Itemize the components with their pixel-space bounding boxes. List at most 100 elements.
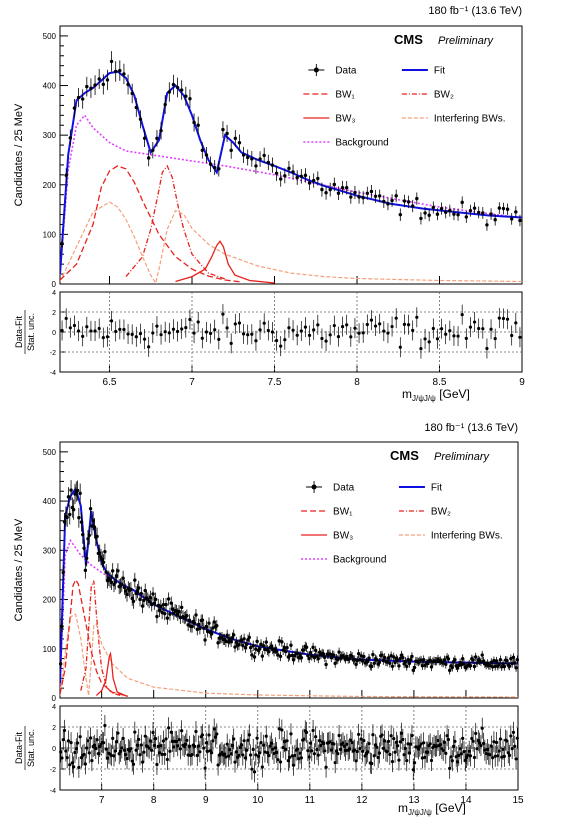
y-tick-label: 0	[52, 280, 57, 289]
data-point	[62, 520, 67, 524]
ratio-point	[183, 742, 188, 746]
ratio-point	[412, 761, 417, 765]
ratio-point	[349, 738, 353, 742]
data-point	[237, 642, 241, 647]
ratio-point	[68, 326, 72, 330]
data-point	[211, 626, 215, 630]
ratio-point	[264, 734, 268, 738]
ratio-point	[262, 743, 266, 747]
data-point	[151, 148, 155, 152]
ratio-point	[72, 765, 76, 769]
data-point	[228, 637, 232, 641]
data-point	[153, 597, 158, 602]
ratio-point	[204, 330, 209, 334]
ratio-point	[256, 754, 261, 759]
data-point	[159, 128, 163, 133]
data-point	[163, 611, 167, 616]
data-point	[221, 127, 225, 132]
data-point	[245, 155, 250, 160]
data-point	[177, 609, 181, 614]
ratio-point	[485, 346, 489, 351]
data-point	[71, 507, 76, 512]
data-point	[411, 668, 415, 672]
data-point	[104, 570, 108, 574]
ratio-point	[188, 317, 192, 322]
ratio-point	[167, 331, 171, 335]
data-point	[282, 645, 287, 650]
lumi-label: 180 fb⁻¹ (13.6 TeV)	[428, 5, 522, 17]
ratio-point	[237, 753, 241, 757]
data-point	[159, 604, 163, 609]
series-bw-	[95, 651, 128, 698]
data-point	[160, 610, 164, 615]
data-point	[78, 491, 82, 496]
ratio-point	[274, 339, 279, 343]
ratio-label-bottom: Stat. unc.	[26, 313, 36, 351]
data-point	[109, 580, 114, 584]
data-point	[92, 525, 97, 529]
ratio-point	[217, 337, 221, 341]
data-point	[170, 607, 175, 611]
ratio-point	[475, 747, 479, 751]
data-point	[171, 82, 176, 87]
ratio-point	[472, 755, 477, 760]
ratio-point	[462, 750, 466, 754]
ratio-point	[142, 337, 147, 341]
ratio-point	[229, 752, 233, 756]
ratio-point	[460, 313, 464, 317]
data-point	[316, 176, 320, 181]
ratio-point	[94, 746, 98, 751]
ratio-point	[299, 756, 303, 760]
ratio-point	[515, 736, 519, 740]
legend-bw3-label: BW₃	[333, 531, 353, 542]
data-point	[284, 649, 288, 654]
ratio-point	[62, 728, 67, 733]
data-point	[248, 645, 253, 650]
data-point	[321, 652, 326, 656]
ratio-point	[439, 327, 444, 331]
data-point	[125, 592, 129, 597]
data-point	[514, 666, 518, 670]
data-point	[243, 646, 248, 650]
data-point	[95, 534, 99, 539]
ratio-point	[138, 753, 142, 757]
ratio-point	[493, 754, 497, 758]
ratio-point	[138, 332, 143, 336]
data-point	[291, 658, 296, 662]
ratio-point	[196, 744, 201, 748]
data-point	[388, 661, 392, 666]
ratio-point	[317, 739, 322, 743]
data-point	[291, 170, 295, 174]
data-point	[360, 659, 365, 663]
ratio-y-tick-label: 2	[52, 725, 56, 732]
data-point	[130, 596, 134, 601]
data-point	[428, 658, 432, 662]
ratio-points	[60, 304, 522, 359]
data-point	[507, 664, 512, 668]
ratio-point	[349, 335, 353, 339]
ratio-point	[195, 753, 199, 758]
data-point	[224, 639, 228, 644]
ratio-point	[491, 756, 495, 760]
data-point	[419, 658, 423, 662]
ratio-point	[371, 733, 375, 737]
ratio-point	[120, 746, 124, 750]
ratio-point	[168, 749, 172, 753]
ratio-point	[147, 345, 151, 349]
data-point	[444, 662, 448, 667]
data-point	[420, 664, 425, 668]
data-point	[493, 664, 497, 669]
ratio-point	[398, 345, 402, 349]
ratio-point	[448, 329, 452, 333]
series-bw-	[60, 578, 128, 697]
data-point	[340, 185, 345, 190]
ratio-point	[287, 326, 291, 330]
data-point	[481, 659, 486, 663]
data-point	[124, 589, 128, 593]
ratio-point	[137, 737, 141, 742]
legend-bw1-label: BW₁	[333, 507, 353, 518]
ratio-point	[419, 346, 423, 351]
experiment-label: CMS	[394, 32, 423, 47]
data-point	[202, 626, 206, 630]
ratio-point	[151, 331, 155, 335]
